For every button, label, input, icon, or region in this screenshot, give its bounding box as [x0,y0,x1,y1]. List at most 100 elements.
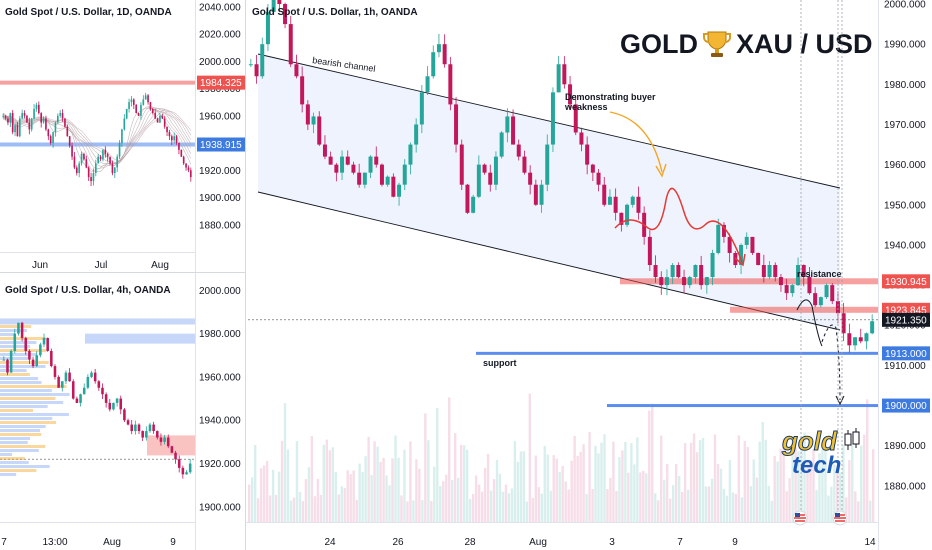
candle-body [436,44,441,53]
candle-body [170,446,174,453]
candle-body [80,153,83,164]
candle-body [79,394,82,403]
candle-body [465,184,470,213]
candle-body [53,366,57,377]
y-tick-label: 1970.000 [884,120,926,131]
candle-body [374,156,379,165]
volume-bar [621,450,624,522]
candle-body [391,176,396,197]
candle-body [166,437,170,447]
volume-bar [412,500,415,522]
volume-bar [474,475,478,522]
candle-body [113,167,116,173]
candle-body [835,301,840,314]
candle-body [40,113,43,123]
volume-bar [418,468,421,522]
candle-body [126,420,130,425]
volume-bar [872,449,875,522]
candle-body [687,277,692,286]
candle-body [442,44,447,65]
volume-bar [543,445,546,522]
volume-bar [367,436,370,522]
us-flag-icon[interactable] [792,510,808,526]
volume-bar [558,471,561,522]
candle-body [756,252,761,266]
candle-body [271,0,276,13]
candle-body [670,265,675,278]
volume-bar [686,489,690,522]
volume-bar [564,481,567,522]
candle-body [66,126,69,137]
volume-bar [764,439,767,522]
candle-body [178,143,180,150]
resistance-label: resistance [797,269,842,279]
x-tick-label: 9 [732,537,738,548]
volume-bar [465,449,469,522]
candle-body [123,409,126,421]
candle-body [602,184,607,205]
volume-bar [779,448,782,522]
candle-body [357,172,362,185]
candle-body [97,156,100,164]
candle-body [73,156,76,168]
price-tag-label: 1921.350 [885,315,927,326]
candle-body [64,372,68,382]
candle-body [168,132,171,137]
candle-body [46,337,49,351]
volume-bar [582,444,585,522]
candle-body [177,459,181,468]
candle-body [152,424,155,432]
volume-profile-bar [0,461,29,464]
resistance-zone-lower [730,306,878,313]
candle-body [111,163,114,173]
candle-body [128,102,130,109]
candle-body [42,337,46,345]
volume-bar [334,471,337,522]
candle-body [676,265,681,278]
x-tick-label: 26 [392,537,404,548]
volume-profile-bar [0,437,31,440]
volume-bar [352,470,355,522]
candle-body [647,236,652,266]
x-tick-label: 13:00 [42,537,67,548]
volume-bar [343,487,346,522]
projection-arrowhead [835,395,845,406]
support-line-1913 [476,351,878,355]
candle-body [636,196,641,213]
volume-bar [459,444,463,522]
candle-body [68,372,71,382]
volume-bar [836,469,839,522]
volume-bar [743,440,747,522]
volume-bar [561,465,564,522]
price-tag-label: 1923.845 [885,305,927,316]
volume-profile-bar [0,349,47,352]
volume-bar [657,500,660,522]
candle-body [870,321,875,334]
candle-body [102,149,104,160]
volume-profile-bar [0,433,42,436]
volume-bar [552,455,555,522]
candle-body [35,355,38,367]
candle-body [710,252,715,278]
x-tick-label: 7 [1,537,7,548]
candle-body [425,76,430,93]
volume-bar [549,490,552,522]
candle-body [57,376,60,388]
volume-bar [570,460,573,522]
volume-bar [361,471,364,522]
candle-body [813,293,818,306]
volume-bar [298,491,302,522]
volume-profile-bar [0,357,29,360]
volume-bar [567,489,570,522]
y-tick-label: 1880.000 [884,481,926,492]
y-tick-label: 1990.000 [884,40,926,51]
candle-body [7,118,9,123]
volume-bar [504,484,508,522]
us-flag-icon[interactable] [832,510,848,526]
candle-body [23,113,26,116]
volume-bar [337,494,340,522]
volume-bar [689,442,693,522]
moving-average-line [3,107,192,165]
candle-body [187,167,190,171]
